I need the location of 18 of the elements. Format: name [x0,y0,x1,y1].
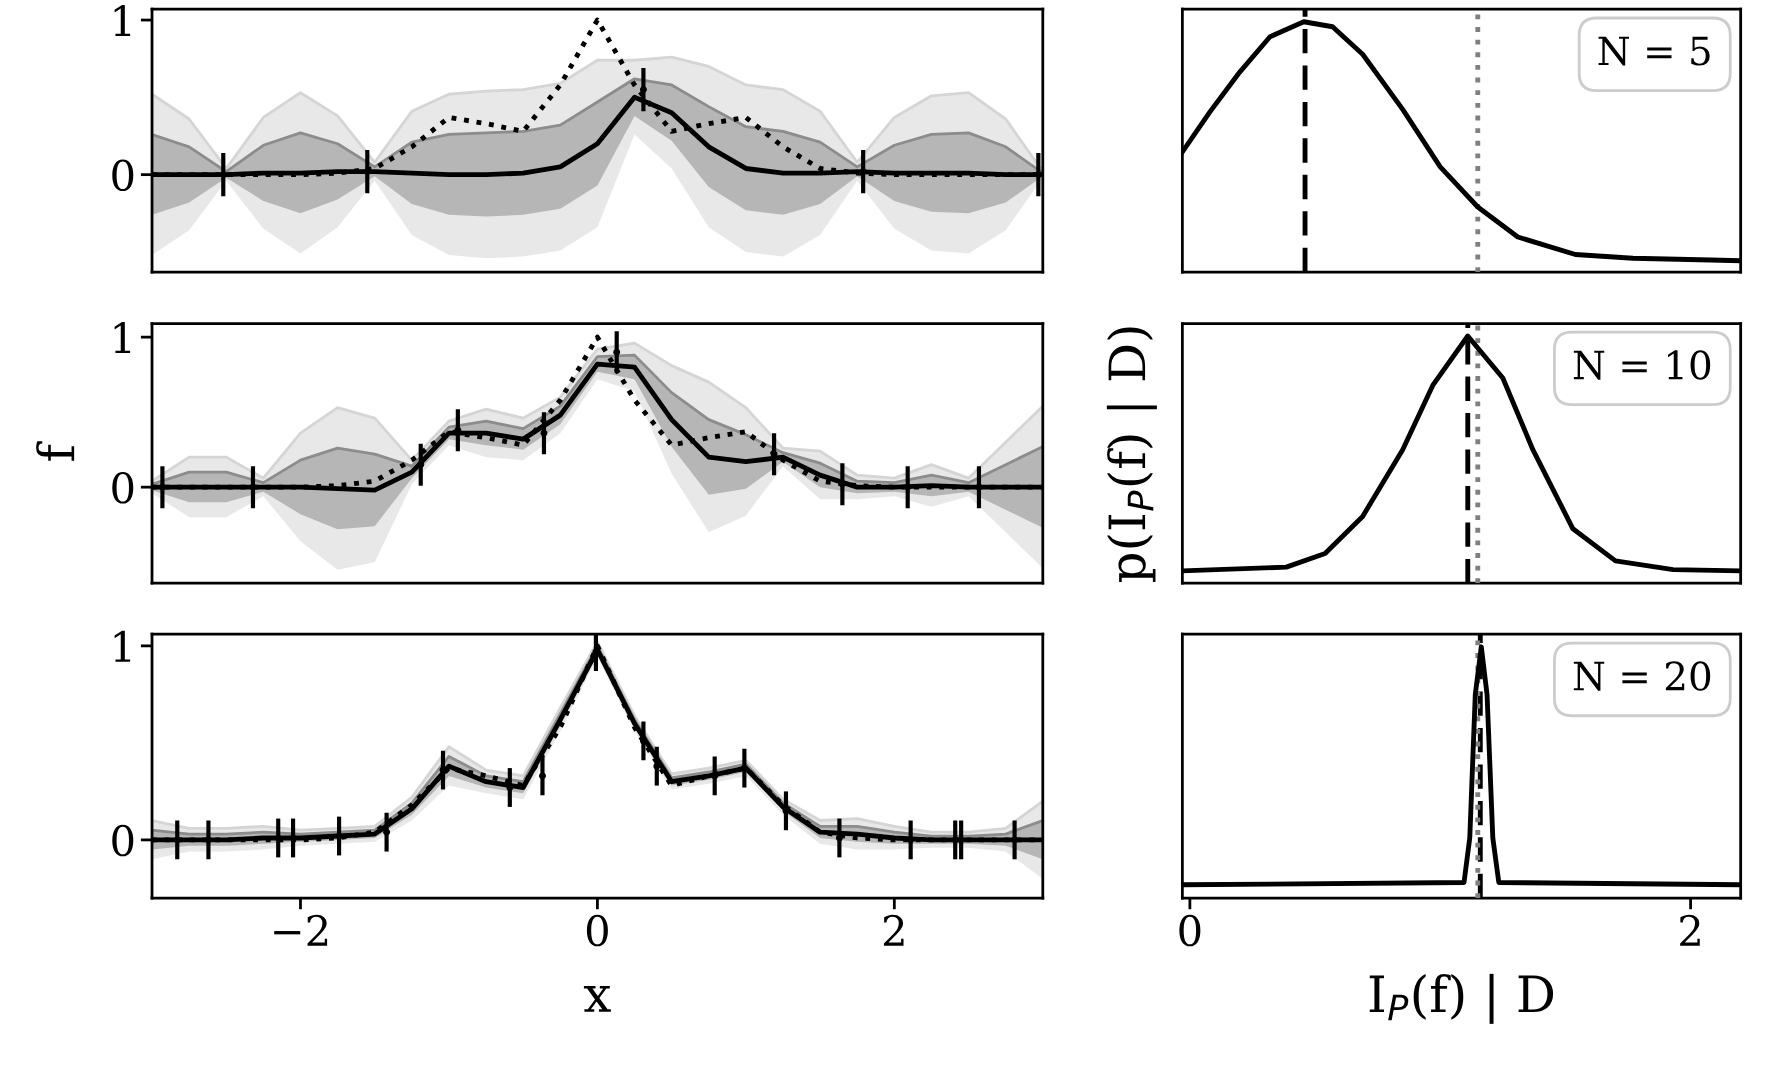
x-tick-label: 0 [586,914,608,947]
x-tick-label: 2 [883,914,904,946]
x-tick-label: −2 [274,914,328,946]
x-tick-label: 0 [1179,914,1201,947]
y-axis-title: f [36,441,75,461]
y-tick-label: 0 [112,824,134,857]
x-axis-title: I$_{P}$(f) | D [1369,973,1554,1024]
x-axis-title: x [583,985,611,1012]
annotation: N = 10 [1573,350,1711,380]
x-tick-label: 2 [1680,914,1700,946]
y-tick-label: 0 [112,472,134,504]
annotation: N = 5 [1598,36,1710,66]
annotation: N = 20 [1573,661,1711,691]
y-tick-label: 1 [114,630,131,662]
y-tick-label: 1 [114,322,131,353]
y-axis-title: p(I$_{P}$(f) | D) [1106,327,1157,582]
y-tick-label: 0 [112,159,134,192]
y-tick-label: 1 [114,4,131,36]
